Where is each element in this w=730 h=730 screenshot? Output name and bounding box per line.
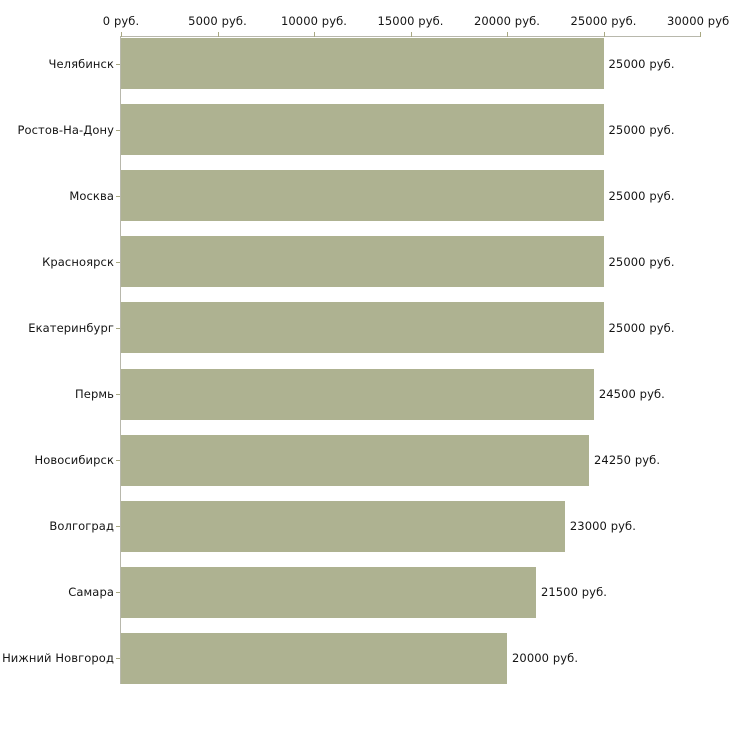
y-axis-tick: [116, 460, 120, 461]
x-axis-tick: [700, 32, 701, 37]
category-label: Москва: [69, 188, 114, 203]
y-axis-tick: [116, 130, 120, 131]
bar[interactable]: [121, 434, 590, 486]
bar-value-label: 25000 руб.: [608, 254, 675, 269]
y-axis-tick: [116, 394, 120, 395]
bar[interactable]: [121, 302, 604, 354]
category-label: Екатеринбург: [28, 320, 114, 335]
category-label: Нижний Новгород: [2, 651, 114, 666]
bar[interactable]: [121, 632, 507, 684]
category-label: Красноярск: [42, 254, 114, 269]
bar[interactable]: [121, 368, 594, 420]
y-axis-line: [120, 36, 121, 684]
x-axis-tick-label: 0 руб.: [102, 14, 140, 28]
y-axis-tick: [116, 592, 120, 593]
bar-value-label: 25000 руб.: [608, 188, 675, 203]
bar-value-label: 24500 руб.: [598, 387, 665, 401]
bar[interactable]: [121, 38, 604, 89]
plot-area: 25000 руб. 25000 руб. 25000 руб. 25000 руб.…: [121, 0, 730, 730]
y-axis-tick: [116, 196, 120, 197]
x-axis-tick: [410, 32, 412, 37]
y-axis-tick: [116, 262, 120, 263]
y-axis-tick: [116, 64, 120, 65]
category-label: Челябинск: [48, 56, 114, 71]
x-axis-tick: [314, 32, 315, 37]
bar-value-label: 25000 руб.: [608, 122, 675, 137]
bar[interactable]: [121, 170, 604, 222]
bar[interactable]: [121, 566, 536, 618]
bar-value-label: 24250 руб.: [594, 453, 661, 468]
category-label: Пермь: [75, 387, 114, 401]
bar[interactable]: [121, 236, 604, 288]
x-axis-tick: [121, 32, 122, 37]
x-axis-tick-label: 15000 руб.: [377, 14, 444, 28]
x-axis-tick-label: 5000 руб.: [188, 14, 247, 28]
y-axis-tick: [116, 526, 120, 527]
bar[interactable]: [121, 500, 565, 552]
bar[interactable]: [121, 104, 604, 156]
bar-value-label: 25000 руб.: [608, 56, 675, 71]
x-axis-tick-label: 30000 руб.: [666, 14, 730, 28]
bar-value-label: 23000 руб.: [569, 519, 636, 534]
category-label: Волгоград: [49, 519, 114, 534]
y-axis-tick: [116, 328, 120, 329]
bar-value-label: 21500 руб.: [540, 585, 608, 600]
category-label: Ростов-На-Дону: [17, 122, 114, 137]
y-axis-tick: [116, 658, 120, 659]
x-axis-tick-label: 25000 руб.: [570, 14, 637, 28]
y-axis-category-labels: Челябинск Ростов-На-Дону Москва Красноярск Е…: [0, 0, 114, 730]
x-axis-tick: [603, 32, 605, 37]
x-axis-tick: [217, 32, 219, 37]
x-axis-tick-label: 20000 руб.: [473, 14, 541, 28]
category-label: Самара: [68, 585, 114, 600]
x-axis-tick-label: 10000 руб.: [280, 14, 348, 28]
bar-value-label: 25000 руб.: [608, 320, 675, 335]
bar-value-label: 20000 руб.: [512, 651, 579, 666]
x-axis-tick: [507, 32, 508, 37]
category-label: Новосибирск: [34, 453, 114, 468]
